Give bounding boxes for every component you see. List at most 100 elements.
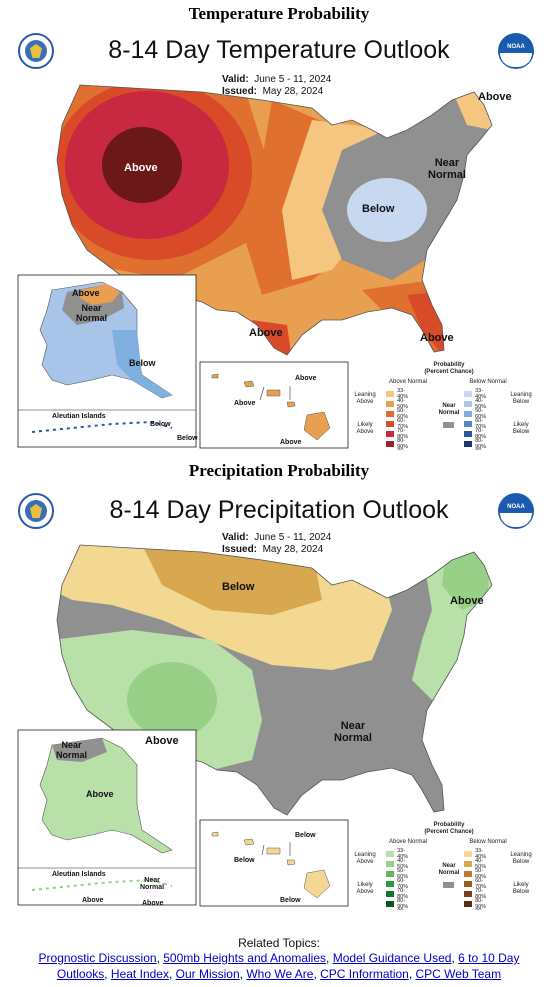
related-link[interactable]: CPC Web Team — [415, 967, 502, 981]
temp-above-legend-range: 80-90% — [397, 438, 409, 450]
precip-below-legend-range: 33-40% — [475, 848, 487, 860]
precipitation-section-title: Precipitation Probability — [188, 461, 370, 480]
precip-below-legend-swatch — [464, 901, 473, 907]
related-link[interactable]: Prognostic Discussion — [38, 951, 157, 965]
temperature-map-title: 8-14 Day Temperature Outlook — [108, 36, 450, 64]
precip-below-legend-row: 70-80% — [464, 888, 489, 900]
precip-below-legend-range: 70-80% — [475, 888, 487, 900]
precip-below-legend-range: 60-70% — [475, 878, 487, 890]
temp-below-legend-range: 60-70% — [475, 418, 487, 430]
related-topics-heading: Related Topics: — [238, 936, 320, 950]
related-link[interactable]: Our Mission — [175, 967, 240, 981]
legend-near-swatch — [443, 882, 454, 888]
temp-above-legend-swatch — [386, 391, 395, 397]
temp-above-legend-swatch — [386, 431, 395, 437]
related-link[interactable]: Heat Index — [110, 967, 169, 981]
temp-below-legend-row: 60-70% — [464, 418, 489, 430]
related-link[interactable]: 500mb Heights and Anomalies — [163, 951, 327, 965]
label-aleut-near-normal: Near Normal — [140, 877, 165, 891]
temp-above-legend-row: 40-50% — [386, 398, 411, 410]
temp-above-legend-row: 33-40% — [386, 388, 411, 400]
temp-above-legend-row: 60-70% — [386, 418, 411, 430]
label-hi-above-3: Above — [280, 439, 302, 446]
precip-above-legend-row: 70-80% — [386, 888, 411, 900]
label-aleutian-islands: Aleutian Islands — [52, 413, 106, 420]
temp-below-legend-row: 90-100% — [464, 448, 492, 450]
temp-below-legend-range: 50-60% — [475, 408, 487, 420]
temp-below-legend-swatch — [464, 441, 473, 447]
precip-above-legend-row: 40-50% — [386, 858, 411, 870]
related-link[interactable]: 6 to 10 Day Outlooks — [56, 951, 520, 981]
precip-below-legend-swatch — [464, 881, 473, 887]
precip-above-legend-range: 70-80% — [397, 888, 409, 900]
label-below-plains: Below — [222, 581, 255, 593]
label-ak-near-normal: Near Normal — [56, 740, 88, 760]
related-links: Prognostic Discussion, 500mb Heights and… — [38, 951, 520, 981]
label-ak-above: Above — [72, 288, 100, 298]
label-above-florida: Above — [420, 332, 454, 344]
related-link[interactable]: CPC Information — [320, 967, 409, 981]
precip-above-legend-range: 80-90% — [397, 898, 409, 910]
precip-above-legend-range: 50-60% — [397, 868, 409, 880]
precip-below-legend-range: 50-60% — [475, 868, 487, 880]
label-above-northeast: Above — [450, 595, 484, 607]
related-link[interactable]: Who We Are — [246, 967, 314, 981]
temperature-issued-line: Issued: May 28, 2024 — [222, 86, 324, 97]
precip-below-legend-row: 40-50% — [464, 858, 489, 870]
precip-below-legend-swatch — [464, 891, 473, 897]
label-aleut-above-2: Above — [142, 900, 164, 907]
precip-above-legend-row: 50-60% — [386, 868, 411, 880]
temp-below-legend-range: 33-40% — [475, 388, 487, 400]
temp-above-legend-swatch — [386, 401, 395, 407]
temp-below-legend-swatch — [464, 421, 473, 427]
precip-below-legend-swatch — [464, 861, 473, 867]
temp-above-legend-row: 70-80% — [386, 428, 411, 440]
label-hi-below-3: Below — [280, 897, 301, 904]
label-aleut-above-1: Above — [82, 897, 104, 904]
label-ak-near-normal: Near Normal — [76, 303, 108, 323]
precip-below-legend-row: 33-40% — [464, 848, 489, 860]
precip-below-legend-row: 50-60% — [464, 868, 489, 880]
precip-below-legend-row: 80-90% — [464, 898, 489, 910]
precipitation-map-title: 8-14 Day Precipitation Outlook — [109, 496, 449, 524]
noaa-logo: NOAA — [498, 33, 534, 69]
temp-above-legend-range: 50-60% — [397, 408, 409, 420]
precip-below-legend-range: 40-50% — [475, 858, 487, 870]
precip-below-legend-row: 90-100% — [464, 908, 492, 910]
precip-above-legend-row: 60-70% — [386, 878, 411, 890]
temp-above-legend-range: 33-40% — [397, 388, 409, 400]
precip-above-legend-range: 90-100% — [397, 908, 414, 910]
label-ak-above: Above — [86, 789, 114, 799]
legend-left-head: Above Normal — [388, 839, 427, 845]
label-below: Below — [362, 203, 395, 215]
label-hi-below-2: Below — [234, 857, 255, 864]
precip-above-legend-row: 80-90% — [386, 898, 411, 910]
temp-above-legend-range: 90-100% — [397, 448, 414, 450]
precipitation-outlook-map: NOAA 8-14 Day Precipitation Outlook Vali… — [12, 490, 546, 910]
precip-above-legend-swatch — [386, 891, 395, 897]
temp-below-legend-swatch — [464, 391, 473, 397]
temp-below-legend-row: 40-50% — [464, 398, 489, 410]
precip-above-legend-range: 40-50% — [397, 858, 409, 870]
precip-above-legend-range: 60-70% — [397, 878, 409, 890]
precip-above-legend-swatch — [386, 881, 395, 887]
label-above-southwest: Above — [145, 735, 179, 747]
precip-below-legend-swatch — [464, 871, 473, 877]
legend-right-head: Below Normal — [469, 379, 507, 385]
temp-above-legend-row: 90-100% — [386, 448, 414, 450]
temp-above-legend-swatch — [386, 411, 395, 417]
temp-above-legend-swatch — [386, 441, 395, 447]
legend-right-head: Below Normal — [469, 839, 507, 845]
temp-above-legend-range: 40-50% — [397, 398, 409, 410]
related-link[interactable]: Model Guidance Used — [332, 951, 452, 965]
temp-below-legend-swatch — [464, 401, 473, 407]
commerce-seal-logo-2 — [18, 493, 54, 529]
precip-below-legend-row: 60-70% — [464, 878, 489, 890]
precip-above-legend-row: 33-40% — [386, 848, 411, 860]
temp-below-legend-range: 70-80% — [475, 428, 487, 440]
temp-above-legend-range: 60-70% — [397, 418, 409, 430]
precipitation-legend: Probability (Percent Chance) Above Norma… — [354, 820, 544, 910]
label-above-northeast: Above — [478, 91, 512, 103]
temp-above-legend-swatch — [386, 421, 395, 427]
commerce-seal-logo — [18, 33, 54, 69]
